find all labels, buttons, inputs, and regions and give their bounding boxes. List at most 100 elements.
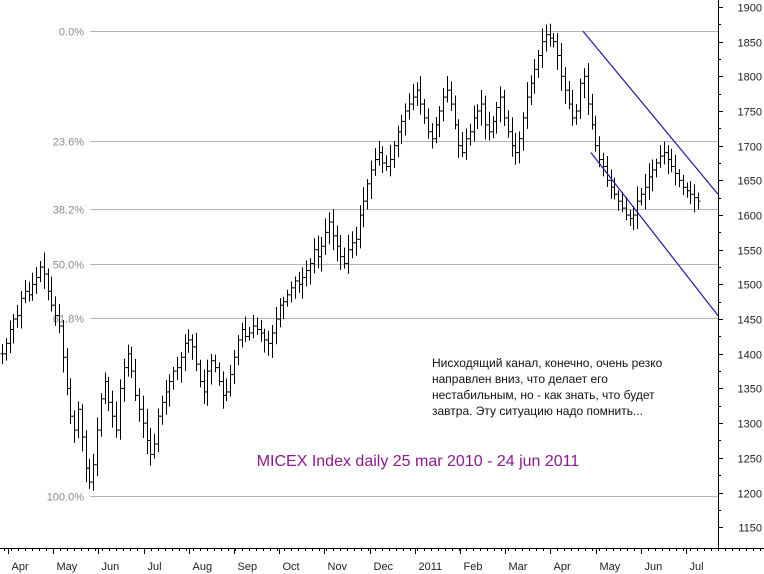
price-bar [183, 334, 188, 372]
price-bar [259, 320, 264, 342]
price-bar [574, 104, 579, 125]
price-bar [540, 28, 545, 68]
price-bar [8, 320, 13, 354]
price-bar [658, 145, 663, 168]
price-bar [369, 160, 374, 199]
price-bar [316, 235, 321, 269]
fibonacci-levels: 0.0% 23.6% 38.2% 50.0% 61.8% 100.0% [47, 27, 718, 504]
price-bar [593, 115, 598, 152]
price-bar [300, 267, 305, 299]
price-bar [141, 395, 146, 439]
price-bar [194, 332, 199, 372]
x-month-label: 2011 [419, 561, 443, 573]
price-bar [335, 225, 340, 262]
price-bar [327, 212, 332, 245]
price-bar [536, 49, 541, 78]
price-bar [529, 75, 534, 106]
price-bar [392, 141, 397, 169]
price-bar [190, 334, 195, 360]
price-bar [262, 328, 267, 353]
price-bar [274, 306, 279, 345]
fib-level-label: 61.8% [53, 314, 84, 326]
price-bar [23, 279, 28, 304]
price-bar [126, 344, 131, 377]
price-bar [110, 390, 115, 428]
price-bar [289, 281, 294, 303]
price-bar [517, 131, 522, 164]
price-bar [304, 260, 309, 287]
price-bar [331, 209, 336, 251]
price-bar [551, 33, 556, 48]
price-bar [91, 453, 96, 491]
price-bar [681, 174, 686, 196]
price-bars [0, 23, 701, 491]
price-bar [57, 304, 62, 334]
price-bar [80, 404, 85, 452]
price-bar [247, 326, 252, 341]
price-bar [384, 155, 389, 171]
price-bar [156, 408, 161, 453]
price-bar [84, 430, 89, 483]
fib-level-label: 0.0% [59, 27, 84, 39]
price-bar [635, 186, 640, 229]
price-bar [388, 144, 393, 177]
price-bar [487, 111, 492, 141]
price-bar [11, 314, 16, 344]
price-bar [285, 289, 290, 307]
price-bar [605, 155, 610, 187]
price-bar [297, 271, 302, 293]
price-bar [49, 276, 54, 312]
price-bar [468, 123, 473, 146]
price-bar [616, 190, 621, 211]
price-bar [160, 395, 165, 425]
price-bar [582, 68, 587, 99]
price-bar [434, 117, 439, 144]
price-bar [418, 76, 423, 115]
price-bar [441, 87, 446, 122]
price-bar [312, 238, 317, 274]
price-bar [453, 95, 458, 130]
price-bar [342, 247, 347, 269]
x-month-label: Dec [374, 561, 394, 573]
price-bar [270, 325, 275, 358]
price-bar [202, 369, 207, 404]
price-bar [114, 401, 119, 438]
price-bar [609, 169, 614, 199]
y-tick-label: 1450 [738, 315, 762, 327]
price-bar [224, 378, 229, 402]
x-month-label: Oct [283, 561, 300, 573]
y-tick-label: 1750 [738, 107, 762, 119]
price-bar [179, 352, 184, 383]
price-bar [567, 81, 572, 110]
price-bar [464, 128, 469, 160]
price-bar [513, 132, 518, 165]
price-bar [361, 187, 366, 228]
price-bar [620, 191, 625, 213]
x-month-label: May [57, 561, 78, 573]
channel-lower-line [590, 152, 719, 316]
price-bar [624, 197, 629, 221]
price-bar [236, 335, 241, 366]
price-bar [281, 296, 286, 320]
y-tick-label: 1600 [738, 211, 762, 223]
x-month-label: May [600, 561, 621, 573]
price-bar [494, 101, 499, 134]
price-bar [4, 337, 9, 361]
price-bar [612, 177, 617, 200]
x-month-label: Mar [509, 561, 528, 573]
y-tick-label: 1400 [738, 350, 762, 362]
x-month-label: Nov [328, 561, 348, 573]
price-bar [677, 169, 682, 188]
price-bar [411, 83, 416, 111]
comment-line: завтра. Эту ситуацию надо помнить... [432, 404, 643, 418]
price-bar [563, 67, 568, 104]
price-bar [118, 379, 123, 440]
price-bar [559, 42, 564, 91]
trend-channel [582, 30, 719, 316]
price-bar [87, 458, 92, 489]
price-bar [46, 268, 51, 301]
price-bar [53, 296, 58, 326]
comment-line: направлен вниз, что делает его [432, 372, 608, 386]
y-tick-label: 1650 [738, 176, 762, 188]
